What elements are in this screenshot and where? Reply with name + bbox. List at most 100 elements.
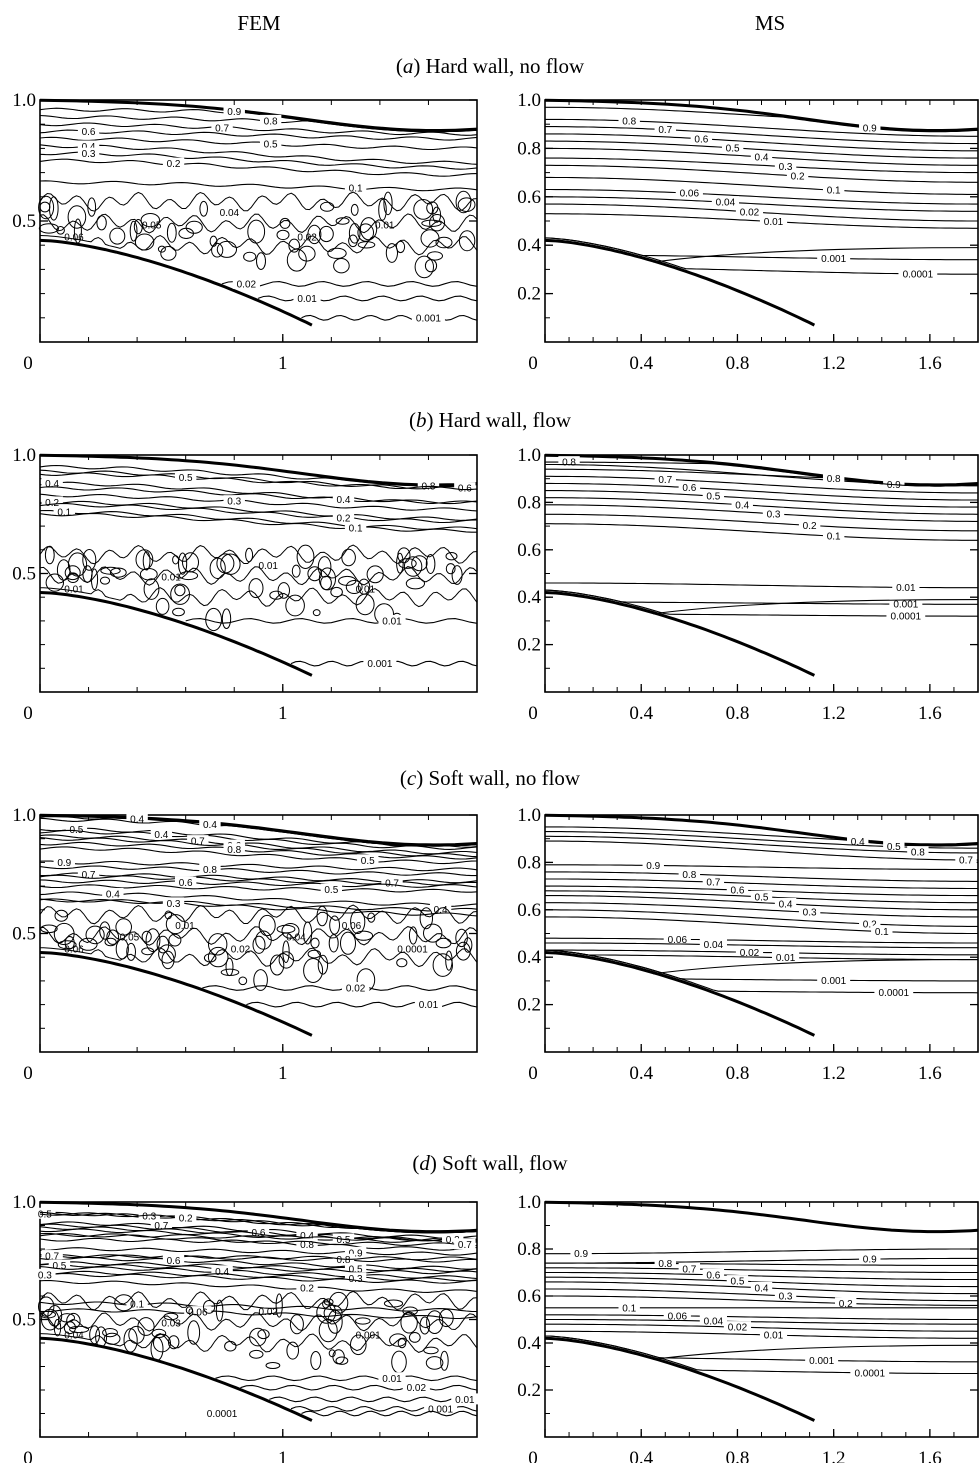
low-contour-label: 0.01 [419,1000,439,1011]
contour-line [39,493,478,512]
noise-blob [187,1320,201,1345]
contour-label-bg [451,1393,479,1405]
contour-label: 0.9 [57,858,71,869]
x-tick-label: 1 [278,353,288,374]
noise-blob [286,1341,300,1360]
contour-label-bg [320,883,343,895]
contour-label: 0.5 [179,473,193,484]
contour-line [39,1272,478,1284]
noise-blob [455,190,472,214]
contour-label: 0.8 [337,1255,351,1266]
noise-blob [403,556,423,577]
noise-blob [296,544,315,569]
contour-line [39,879,478,888]
contour-label: 0.6 [706,1270,720,1281]
contour-line [545,1295,978,1306]
contour-label-bg [199,863,221,875]
noise-blob [157,245,166,253]
x-tick-label: 0 [528,353,538,374]
contour-line [39,898,478,917]
contour-line [39,1279,478,1293]
x-tick-label: 1.6 [918,1448,942,1463]
x-tick-label: 1.2 [822,1448,846,1463]
contour-label-bg [699,938,727,950]
noise-blob [350,1334,367,1356]
low-contour-label: 0.01 [382,1374,402,1385]
noise-contour-label: 0.04 [220,208,240,219]
noise-blob [67,572,79,584]
contour-label-bg [34,1207,56,1219]
noise-blob [316,905,328,927]
noise-blob [238,976,248,986]
noise-blob [357,578,371,595]
panel-letter: c [407,766,417,790]
x-tick-label: 0.8 [726,1063,750,1084]
contour-label-bg [202,1407,242,1419]
contour-label: 0.5 [887,842,901,853]
contour-line [545,878,978,890]
contour-label: 0.4 [203,820,217,831]
contour-label-bg [126,1297,148,1309]
contour-label-bg [126,813,148,825]
contour-line [545,133,978,152]
contour-label-bg [822,472,845,484]
noise-contour-label: 0.01 [175,921,195,932]
contour-label: 0.001 [821,976,846,987]
noise-blob [360,217,378,241]
contour-label-bg [663,1309,691,1321]
low-contour-line [301,1410,478,1417]
contour-label: 0.7 [458,1240,472,1251]
contour-label-bg [871,925,893,937]
upper-wall-curve [39,453,478,487]
contour-label: 0.3 [227,497,241,508]
noise-blob [256,252,266,271]
noise-blob [426,201,439,215]
y-tick-label: 1.0 [517,1192,541,1213]
contour-label: 0.2 [45,498,59,509]
noise-blob [140,213,161,228]
contour-label-bg [417,480,440,492]
y-tick-label: 0.2 [517,1380,541,1401]
contour-label-bg [150,828,173,840]
low-contour-label: 0.02 [407,1383,427,1394]
contour-label: 0.8 [658,1259,672,1270]
contour-label: 0.3 [82,149,96,160]
contour-line [545,106,979,133]
contour-label-bg [675,187,703,199]
contour-label-bg [259,137,282,149]
noise-blob [67,205,87,229]
contour-label-bg [907,846,929,858]
noise-contour-label: 0.01 [161,573,181,584]
x-tick-label: 1.6 [918,703,942,724]
noise-blob [161,950,175,970]
contour-label-bg [296,1238,318,1250]
noise-blob [220,968,240,976]
contour-label-bg [53,856,75,868]
panel-a-ms: 0 0.4 0.8 1.2 1.6 0.2 0.4 0.6 0.8 1.0 0.9 0.8 0.7 0.6… [517,90,979,374]
noise-blob [265,1362,281,1369]
contour-label: 0.8 [227,845,241,856]
noise-blob [445,950,453,971]
contour-label: 0.001 [809,1356,834,1367]
contour-label: 0.5 [726,143,740,154]
contour-label: 0.9 [574,1249,588,1260]
contour-label: 0.3 [803,908,817,919]
contour-label-bg [53,506,75,518]
x-tick-label: 1.2 [822,703,846,724]
contour-label-bg [759,1329,788,1341]
contour-label-bg [774,1289,797,1301]
noise-contour [39,1290,478,1311]
noise-blob [44,545,55,565]
noise-blob [316,1301,337,1324]
contour-line [39,1212,478,1234]
contour-line [39,1232,478,1242]
contour-line [39,834,478,855]
contour-label: 0.4 [779,899,793,910]
contour-label-bg [654,1257,676,1269]
contour-label: 0.06 [188,1308,208,1319]
contour-line [545,864,978,871]
low-contour-line [257,295,478,302]
lower-body-curve [544,1336,816,1422]
contour-line [39,1237,478,1247]
contour-label: 0.3 [446,1235,460,1246]
